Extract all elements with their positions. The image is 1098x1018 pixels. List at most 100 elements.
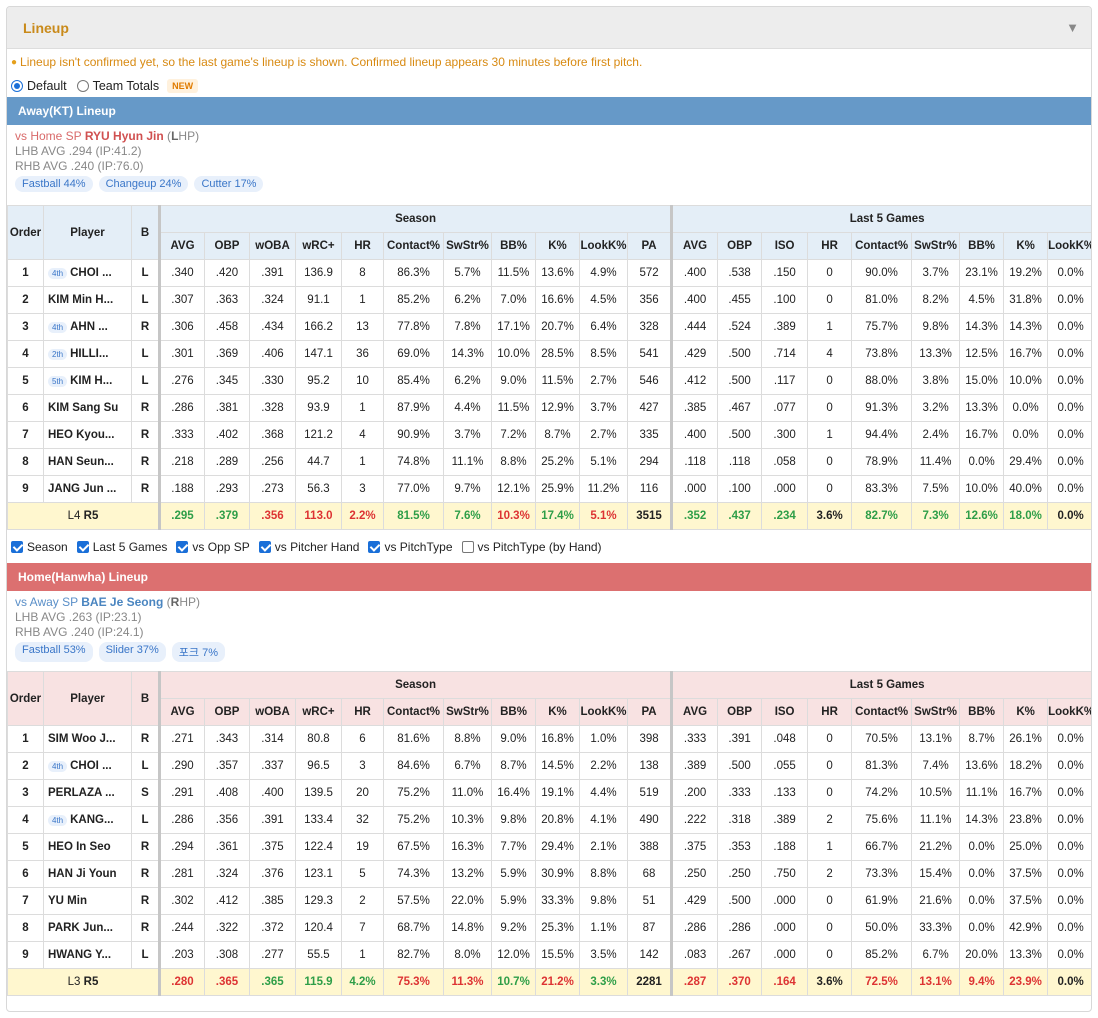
last5-col-header[interactable]: BB% <box>959 698 1005 726</box>
last5-col-header[interactable]: SwStr% <box>911 698 961 726</box>
last5-col-header[interactable]: HR <box>807 698 853 726</box>
season-col-header[interactable]: Contact% <box>383 232 444 260</box>
last5-col-header[interactable]: OBP <box>717 232 763 260</box>
player-cell[interactable]: 5th KIM H... <box>43 367 132 395</box>
col-bats[interactable]: B <box>131 671 160 726</box>
season-col-header[interactable]: wOBA <box>249 698 296 726</box>
radio-team-totals[interactable]: Team Totals NEW <box>76 79 199 93</box>
last5-col-header[interactable]: K% <box>1003 232 1049 260</box>
player-cell[interactable]: HAN Seun... <box>43 448 132 476</box>
toggle-5[interactable]: vs PitchType (by Hand) <box>461 540 602 554</box>
player-cell[interactable]: PARK Jun... <box>43 914 132 942</box>
player-cell[interactable]: 2th HILLI... <box>43 340 132 368</box>
player-name[interactable]: YU Min <box>48 895 87 907</box>
player-cell[interactable]: JANG Jun ... <box>43 475 132 503</box>
player-name[interactable]: HAN Seun... <box>48 456 114 468</box>
col-order[interactable]: Order <box>7 205 44 260</box>
player-cell[interactable]: HEO In Seo <box>43 833 132 861</box>
last5-col-header[interactable]: OBP <box>717 698 763 726</box>
checkbox-icon[interactable] <box>368 540 381 553</box>
checkbox-icon[interactable] <box>258 540 271 553</box>
player-cell[interactable]: SIM Woo J... <box>43 725 132 753</box>
toggle-4[interactable]: vs PitchType <box>368 540 453 554</box>
season-col-header[interactable]: wOBA <box>249 232 296 260</box>
player-name[interactable]: KIM H... <box>70 375 113 387</box>
player-cell[interactable]: KIM Sang Su <box>43 394 132 422</box>
season-col-header[interactable]: AVG <box>158 698 205 726</box>
season-col-header[interactable]: PA <box>626 698 673 726</box>
season-col-header[interactable]: Contact% <box>383 698 444 726</box>
season-col-header[interactable]: OBP <box>204 232 250 260</box>
season-col-header[interactable]: wRC+ <box>295 698 342 726</box>
season-col-header[interactable]: LookK% <box>579 232 628 260</box>
season-col-header[interactable]: K% <box>535 232 580 260</box>
player-cell[interactable]: 4th AHN ... <box>43 313 132 341</box>
checkbox-icon[interactable] <box>176 540 189 553</box>
last5-col-header[interactable]: ISO <box>761 698 809 726</box>
season-col-header[interactable]: AVG <box>158 232 205 260</box>
last5-col-header[interactable]: AVG <box>670 232 719 260</box>
col-player[interactable]: Player <box>43 205 132 260</box>
home-sp-name[interactable]: BAE Je Seong <box>81 595 164 609</box>
season-col-header[interactable]: HR <box>341 232 384 260</box>
season-col-header[interactable]: SwStr% <box>443 698 492 726</box>
last5-col-header[interactable]: HR <box>807 232 853 260</box>
toggle-2[interactable]: vs Opp SP <box>176 540 250 554</box>
last5-col-header[interactable]: LookK% <box>1047 232 1091 260</box>
last5-col-header[interactable]: Contact% <box>851 698 913 726</box>
panel-header[interactable]: Lineup ▼ <box>7 7 1091 49</box>
player-name[interactable]: JANG Jun ... <box>48 483 117 495</box>
player-name[interactable]: PERLAZA ... <box>48 787 115 799</box>
player-name[interactable]: CHOI ... <box>70 267 112 279</box>
col-player[interactable]: Player <box>43 671 132 726</box>
season-col-header[interactable]: PA <box>626 232 673 260</box>
player-name[interactable]: HEO Kyou... <box>48 429 115 441</box>
player-name[interactable]: KIM Min H... <box>48 294 114 306</box>
player-name[interactable]: AHN ... <box>70 321 108 333</box>
last5-col-header[interactable]: ISO <box>761 232 809 260</box>
player-name[interactable]: KIM Sang Su <box>48 402 119 414</box>
player-cell[interactable]: 4th CHOI ... <box>43 259 132 287</box>
season-col-header[interactable]: OBP <box>204 698 250 726</box>
player-cell[interactable]: HAN Ji Youn <box>43 860 132 888</box>
season-col-header[interactable]: K% <box>535 698 580 726</box>
player-cell[interactable]: 4th KANG... <box>43 806 132 834</box>
player-name[interactable]: HWANG Y... <box>48 949 112 961</box>
last5-col-header[interactable]: Contact% <box>851 232 913 260</box>
toggle-1[interactable]: Last 5 Games <box>76 540 167 554</box>
player-cell[interactable]: HEO Kyou... <box>43 421 132 449</box>
player-name[interactable]: KANG... <box>70 814 114 826</box>
player-name[interactable]: HAN Ji Youn <box>48 868 117 880</box>
radio-default[interactable]: Default <box>11 79 67 93</box>
away-sp-name[interactable]: RYU Hyun Jin <box>84 129 164 143</box>
toggle-0[interactable]: Season <box>11 540 68 554</box>
checkbox-icon[interactable] <box>76 540 89 553</box>
last5-col-header[interactable]: SwStr% <box>911 232 961 260</box>
player-cell[interactable]: YU Min <box>43 887 132 915</box>
season-col-header[interactable]: HR <box>341 698 384 726</box>
season-col-header[interactable]: wRC+ <box>295 232 342 260</box>
collapse-caret-icon[interactable]: ▼ <box>1066 20 1079 35</box>
toggle-3[interactable]: vs Pitcher Hand <box>258 540 359 554</box>
season-col-header[interactable]: LookK% <box>579 698 628 726</box>
col-bats[interactable]: B <box>131 205 160 260</box>
player-name[interactable]: HEO In Seo <box>48 841 111 853</box>
last5-col-header[interactable]: LookK% <box>1047 698 1091 726</box>
season-col-header[interactable]: SwStr% <box>443 232 492 260</box>
player-name[interactable]: PARK Jun... <box>48 922 113 934</box>
checkbox-icon[interactable] <box>461 540 474 553</box>
player-cell[interactable]: KIM Min H... <box>43 286 132 314</box>
player-cell[interactable]: HWANG Y... <box>43 941 132 969</box>
last5-col-header[interactable]: BB% <box>959 232 1005 260</box>
player-cell[interactable]: PERLAZA ... <box>43 779 132 807</box>
player-name[interactable]: CHOI ... <box>70 760 112 772</box>
checkbox-icon[interactable] <box>11 540 23 553</box>
player-name[interactable]: HILLI... <box>70 348 109 360</box>
player-name[interactable]: SIM Woo J... <box>48 733 116 745</box>
season-col-header[interactable]: BB% <box>491 232 536 260</box>
col-order[interactable]: Order <box>7 671 44 726</box>
radio-default-icon[interactable] <box>11 80 23 92</box>
last5-col-header[interactable]: K% <box>1003 698 1049 726</box>
player-cell[interactable]: 4th CHOI ... <box>43 752 132 780</box>
radio-team-totals-icon[interactable] <box>76 80 89 92</box>
